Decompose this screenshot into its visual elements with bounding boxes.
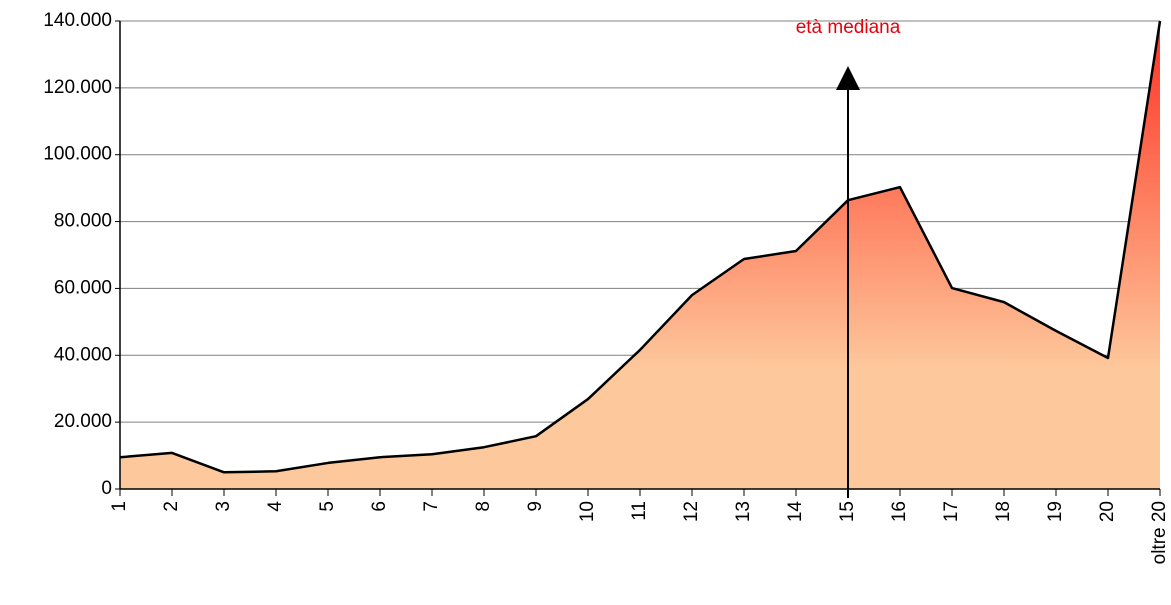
- y-tick-label: 120.000: [43, 77, 112, 98]
- x-tick-label: 3: [213, 501, 234, 512]
- x-tick-label: 2: [161, 501, 182, 512]
- x-tick-label: 16: [889, 501, 910, 522]
- x-tick-label: 7: [421, 501, 442, 512]
- y-tick-label: 140.000: [43, 10, 112, 31]
- x-tick-label: 6: [369, 501, 390, 512]
- x-tick-label: 4: [265, 501, 286, 512]
- x-tick-label: 10: [577, 501, 598, 522]
- x-tick-label: 19: [1045, 501, 1066, 522]
- x-tick-label: 15: [837, 501, 858, 522]
- y-tick-label: 40.000: [54, 344, 112, 365]
- x-tick-label: 18: [993, 501, 1014, 522]
- y-tick-label: 0: [101, 478, 112, 499]
- x-tick-label: 11: [629, 501, 650, 521]
- y-tick-label: 80.000: [54, 211, 112, 232]
- x-tick-label: 5: [317, 501, 338, 512]
- x-tick-label: 14: [785, 501, 806, 523]
- area: [120, 21, 1160, 489]
- plot-area: 0 20.000 40.000 60.000 80.000 100.000 120.000 1…: [43, 10, 1170, 564]
- x-tick-label: 17: [941, 501, 962, 522]
- x-tick-label: 9: [525, 501, 546, 512]
- y-tick-label: 20.000: [54, 411, 112, 432]
- x-tick-label: 1: [109, 501, 130, 512]
- y-tick-label: 60.000: [54, 277, 112, 298]
- median-arrowhead: [836, 66, 860, 90]
- x-tick-label: 8: [473, 501, 494, 512]
- line: [119, 20, 1162, 474]
- x-tick-label: 12: [681, 501, 702, 522]
- y-tick-label: 100.000: [43, 144, 112, 165]
- x-tick-label: 20: [1097, 501, 1118, 522]
- annotation: età mediana: [796, 17, 901, 38]
- x-tick-label: 13: [733, 501, 754, 522]
- x-tick-label: oltre 20: [1149, 501, 1170, 564]
